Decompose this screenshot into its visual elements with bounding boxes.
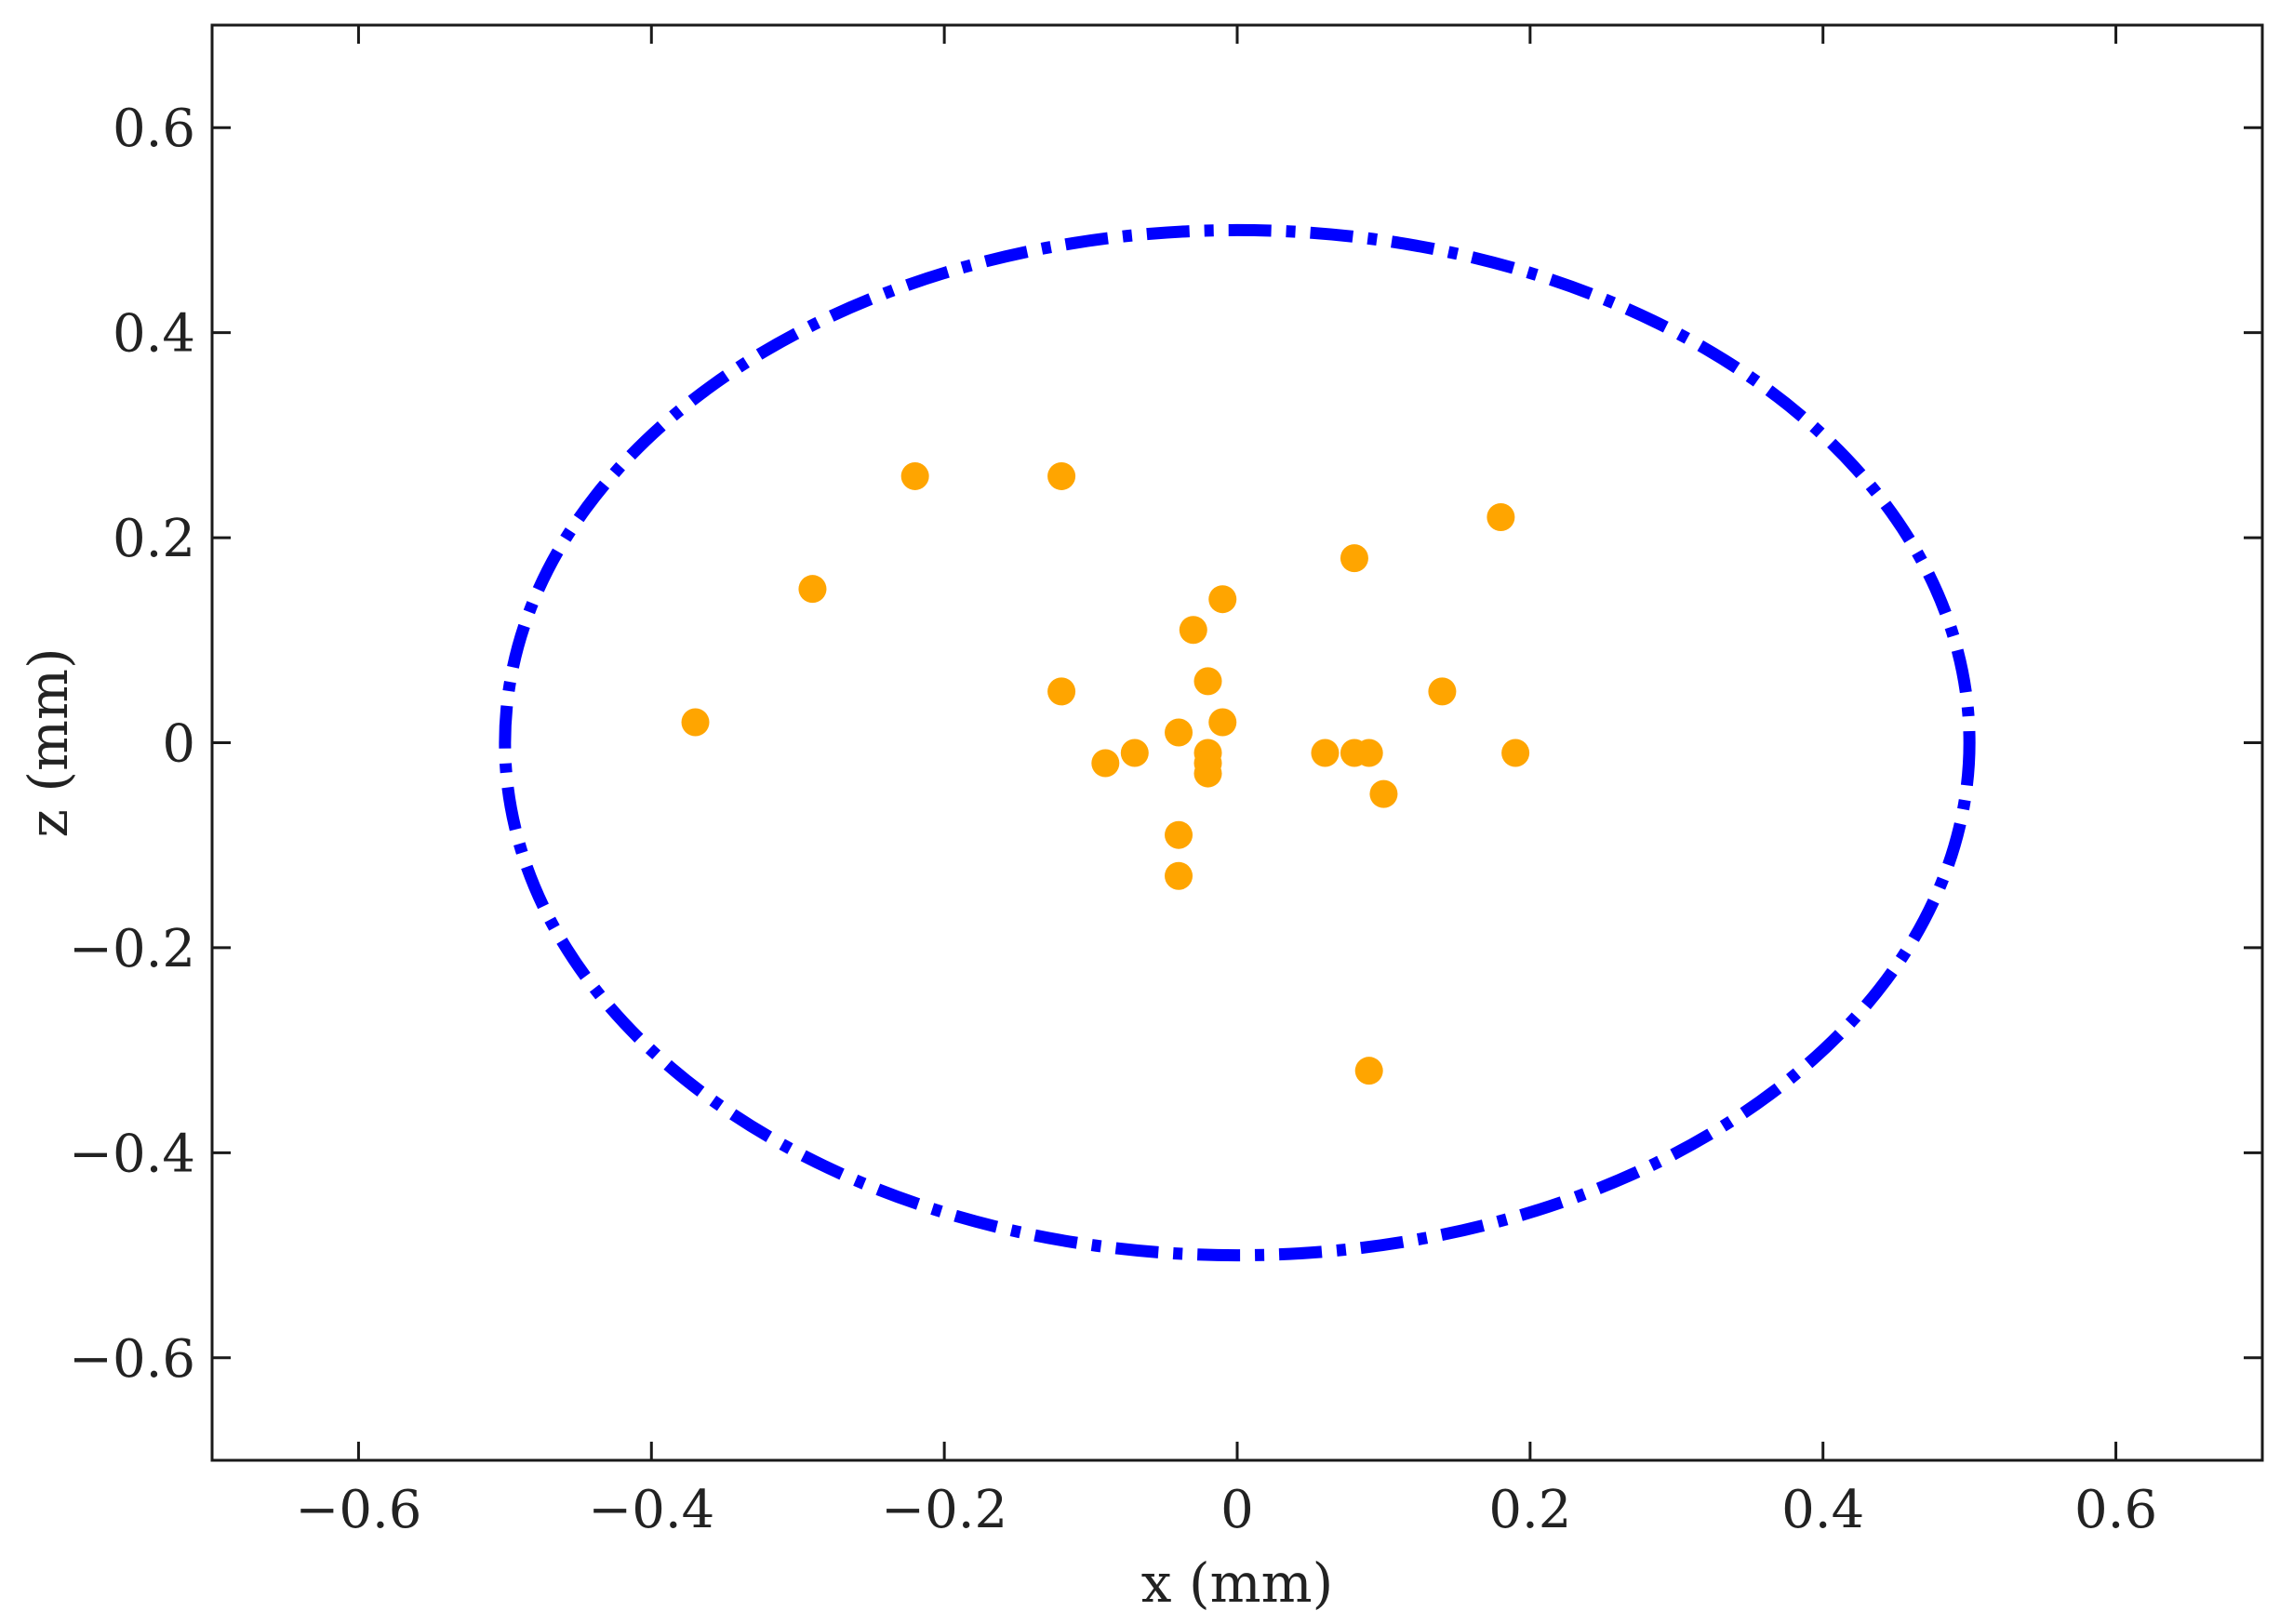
y-tick-label: −0.2 [69,919,195,979]
data-point [1311,739,1340,767]
x-axis-label: x (mm) [1141,1551,1333,1615]
x-tick-label: 0.6 [2074,1480,2157,1540]
x-tick-label: 0 [1220,1480,1254,1540]
x-tick-label: 0.2 [1488,1480,1571,1540]
y-tick-label: 0.6 [113,99,195,159]
y-tick-label: 0.4 [113,304,195,365]
data-point [798,575,827,604]
data-point [681,708,710,737]
x-tick-label: −0.2 [881,1480,1007,1540]
data-point [1354,739,1383,767]
data-point [1179,616,1207,645]
boundary-ellipse-layer [499,223,1976,1262]
data-point [1047,677,1076,706]
data-point [1354,1057,1383,1085]
data-point [1193,759,1222,788]
data-point [1340,544,1368,573]
x-tick-label: −0.4 [588,1480,714,1540]
y-tick-label: −0.6 [69,1329,195,1390]
data-point [1091,749,1120,778]
x-tick-label: −0.6 [295,1480,421,1540]
data-point [1487,503,1515,532]
data-point [1208,585,1237,614]
data-point [1165,861,1193,890]
data-point [1193,667,1222,696]
data-point [1165,820,1193,849]
data-point [1501,739,1530,767]
boundary-ellipse [499,223,1976,1262]
x-tick-label: 0.4 [1781,1480,1864,1540]
data-point [1208,708,1237,737]
data-point [1120,739,1149,767]
axis-ticks [212,25,2262,1460]
data-point [1369,779,1398,808]
y-tick-label: −0.4 [69,1124,195,1184]
data-point [1165,718,1193,747]
data-point [1047,461,1076,490]
y-axis-label: z (mm) [17,647,80,837]
y-tick-label: 0 [162,714,195,775]
y-tick-label: 0.2 [113,509,195,569]
data-point [1428,677,1457,706]
data-points-layer [681,461,1530,1085]
plot-frame [210,23,2264,1462]
tick-labels: −0.6 −0.4 −0.2 0 0.2 0.4 0.6 0.6 0.4 0.2 0 −0.2 −0.4… [69,99,2157,1540]
data-point [900,461,929,490]
